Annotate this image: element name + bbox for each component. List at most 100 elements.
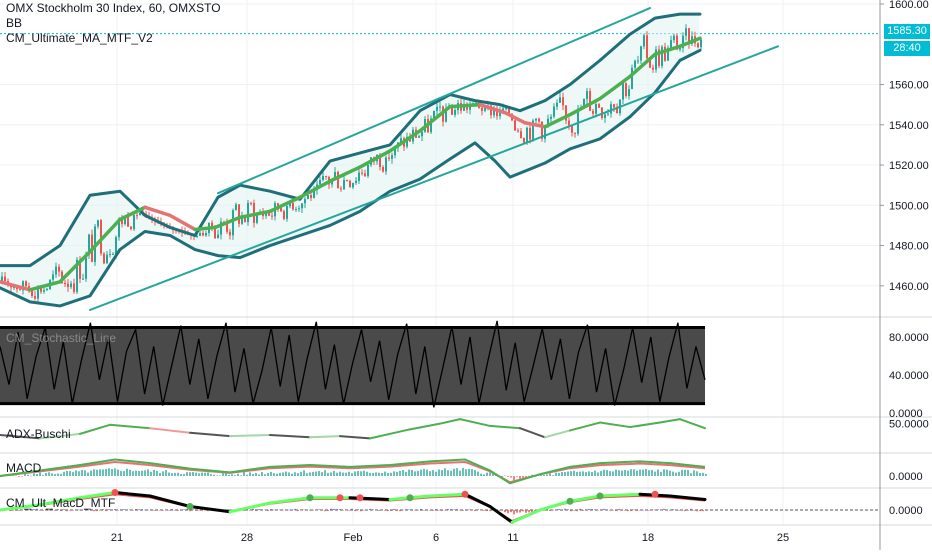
candle-body [481,107,483,111]
candle-body [586,90,588,99]
price-candle [349,179,351,188]
candle-body [430,118,432,133]
ma-line-segment [418,104,452,133]
ma-line-segment [118,205,147,222]
macd-pane[interactable] [0,458,707,485]
candle-body [109,253,111,255]
macd-histogram-bar [414,471,416,476]
cm-macd-histogram-bar [180,509,182,511]
price-candle [622,81,624,104]
macd-histogram-bar [504,475,506,477]
cm-macd-histogram-bar [639,510,641,511]
price-candle [352,182,354,190]
macd-histogram-bar [24,472,26,476]
price-candle [337,170,339,189]
cm-macd-histogram-bar [567,509,569,510]
macd-histogram-bar [81,469,83,476]
cm-macd-histogram-bar [243,510,245,512]
cm-macd-histogram-bar [339,509,341,510]
cm-macd-histogram-bar [519,510,521,513]
macd-histogram-bar [621,470,623,476]
candle-body [88,234,90,255]
cm-macd-histogram-bar [678,509,680,511]
candle-body [115,237,117,254]
cm-macd-pane[interactable] [0,489,880,524]
macd-histogram-bar [678,471,680,476]
macd-histogram-bar [639,469,641,476]
cm-macd-histogram-bar [270,509,272,510]
cm-macd-histogram-bar [642,509,644,511]
cm-macd-histogram-bar [321,510,323,511]
candle-body [319,180,321,185]
cm-macd-histogram-bar [606,509,608,511]
price-candle [520,128,522,139]
cm-macd-histogram-bar [600,509,602,510]
macd-histogram-bar [372,472,374,476]
price-candle [202,230,204,237]
adx-pane[interactable] [0,418,706,440]
candle-body [22,281,24,291]
cm-macd-line-segment [268,496,312,505]
cm-macd-histogram-bar [33,509,35,510]
candle-body [667,47,669,61]
price-candle [514,119,516,132]
current-price-tag: 1585.30 [884,24,930,39]
y-tick-label: 1600.00 [889,0,929,11]
cm-macd-histogram-bar [306,509,308,511]
price-candle [505,107,507,111]
candle-body [139,212,141,216]
adx-line-segment [149,427,191,434]
cm-macd-cross-dot [651,490,659,498]
cm-macd-line-segment [148,494,192,508]
macd-histogram-bar [45,473,47,476]
cm-macd-histogram-bar [453,509,455,510]
candle-body [40,288,42,292]
macd-histogram-bar [675,472,677,476]
candle-body [277,203,279,208]
macd-histogram-bar [612,471,614,476]
macd-histogram-bar [531,474,533,476]
candle-body [421,131,423,137]
macd-histogram-bar [36,473,38,476]
macd-histogram-bar [204,472,206,476]
cm-macd-histogram-bar [558,508,560,510]
cm-macd-histogram-bar [525,510,527,513]
macd-histogram-bar [636,470,638,476]
candle-body [343,179,345,190]
cm-macd-histogram-bar [498,510,500,511]
macd-histogram-bar [486,472,488,476]
candle-body [640,46,642,61]
cm-macd-histogram-bar [366,509,368,511]
adx-line-segment [0,434,41,440]
candle-body [652,67,654,70]
cm-macd-histogram-bar [399,510,401,512]
cm-macd-histogram-bar [111,509,113,511]
candle-body [130,226,132,230]
cm-macd-line-segment [428,492,467,498]
macd-histogram-bar [585,472,587,476]
cm-macd-cross-dot [186,503,194,510]
macd-histogram-bar [126,468,128,476]
price-candle [517,128,519,133]
candle-body [1,276,3,282]
candle-body [607,113,609,115]
price-candle [136,212,138,220]
candle-body [235,204,237,211]
cm-macd-histogram-bar [702,510,704,512]
cm-macd-histogram-bar [282,510,284,511]
ma-line-segment [168,213,197,232]
price-candle [523,137,525,143]
cm-macd-histogram-bar [510,510,512,513]
macd-histogram-bar [426,469,428,476]
candle-body [121,219,123,225]
stochastic-pane[interactable] [0,320,706,408]
cm-macd-histogram-bar [297,510,299,512]
x-tick-label: 21 [111,532,123,544]
cm-macd-histogram-bar [72,510,74,511]
ma-line-segment [568,96,602,117]
price-pane[interactable] [0,7,779,311]
macd-histogram-bar [681,469,683,476]
candle-body [700,39,702,48]
